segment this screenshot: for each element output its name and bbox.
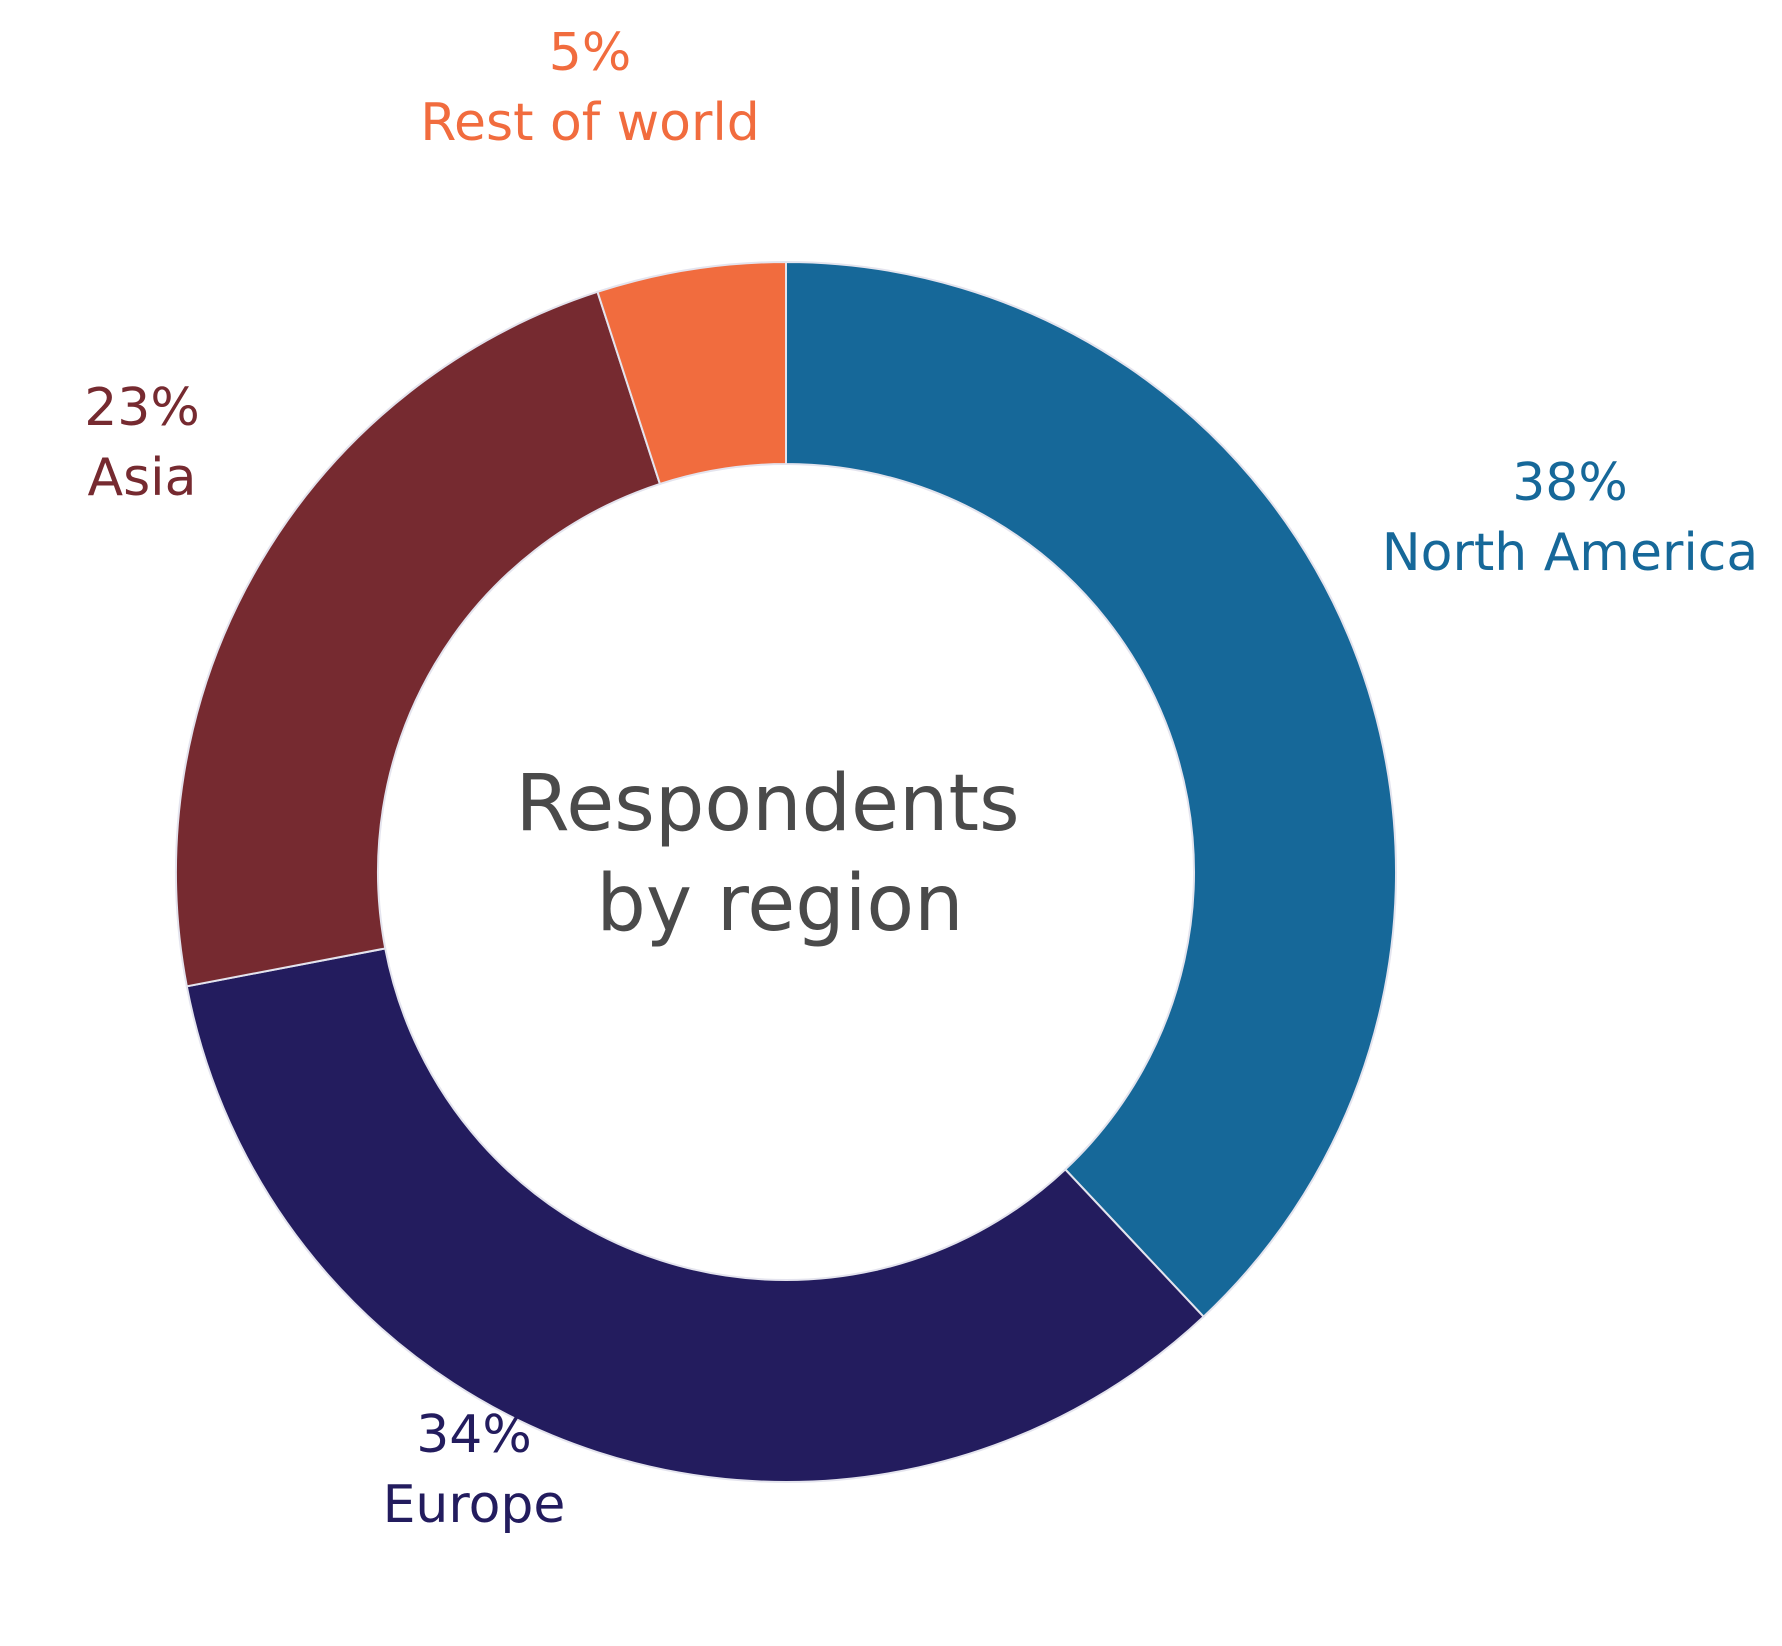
slice-value-label-asia: 23%	[84, 378, 200, 438]
slice-name-label-rest-of-world: Rest of world	[420, 93, 760, 153]
slice-asia	[175, 290, 662, 988]
slice-labels: 38% North America 34% Europe 23% Asia 5% Rest o…	[84, 23, 1758, 1535]
slice-value-label-europe: 34%	[416, 1405, 532, 1465]
slice-north-america	[785, 260, 1397, 1319]
center-title-line-2: by region	[596, 859, 963, 949]
slice-name-label-europe: Europe	[383, 1475, 566, 1535]
slice-value-label-north-america: 38%	[1512, 453, 1628, 513]
slice-value-label-rest-of-world: 5%	[549, 23, 632, 83]
slice-rest-of-world	[596, 260, 787, 486]
slice-europe	[185, 947, 1205, 1483]
slice-name-label-asia: Asia	[88, 448, 197, 508]
center-title-line-1: Respondents	[516, 759, 1020, 849]
donut-slices	[175, 260, 1397, 1483]
center-title: Respondents by region	[516, 759, 1045, 949]
slice-name-label-north-america: North America	[1382, 523, 1758, 583]
